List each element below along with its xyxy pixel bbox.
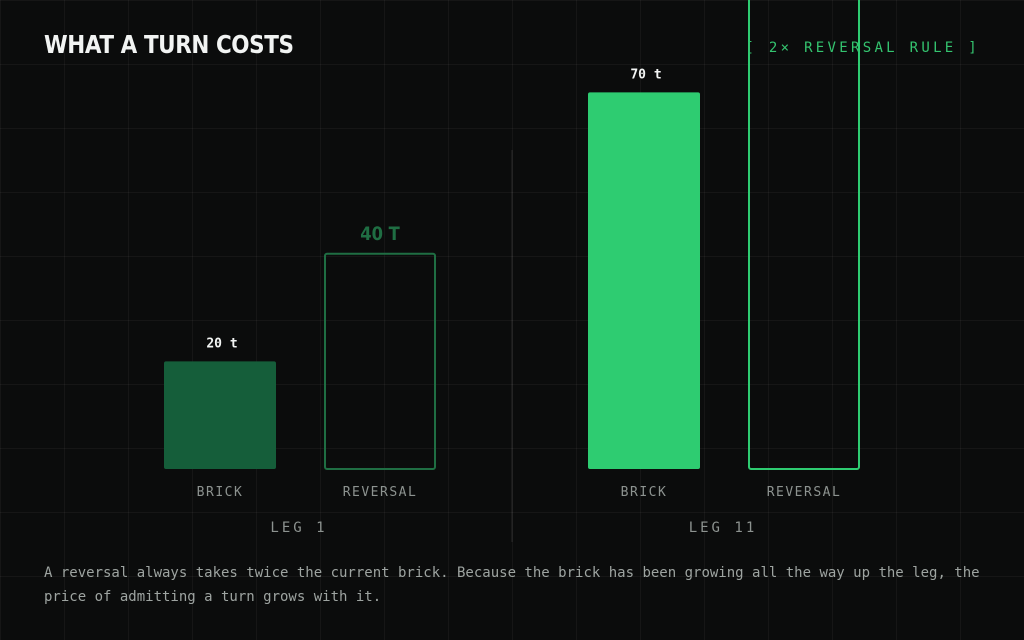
group-label-leg-1: LEG 1 — [270, 520, 327, 536]
bar-leg-11-reversal — [748, 0, 860, 470]
rule-badge: [ 2× REVERSAL RULE ] — [745, 40, 980, 56]
value-label-leg-1-brick: 20 t — [206, 336, 237, 351]
bar-leg-11-brick — [588, 92, 700, 470]
category-label-leg-11-reversal: REVERSAL — [767, 485, 842, 500]
bar-leg-1-reversal — [324, 252, 436, 470]
value-label-leg-11-brick: 70 t — [630, 67, 661, 82]
bar-leg-1-brick — [164, 361, 276, 469]
group-label-leg-11: LEG 11 — [689, 520, 758, 536]
category-label-leg-1-reversal: REVERSAL — [343, 485, 418, 500]
category-label-leg-11-brick: BRICK — [621, 485, 668, 500]
value-label-leg-1-reversal: 40 T — [360, 224, 400, 245]
category-label-leg-1-brick: BRICK — [197, 485, 244, 500]
page-title: WHAT A TURN COSTS — [44, 30, 294, 59]
chart-caption: A reversal always takes twice the curren… — [44, 565, 980, 605]
